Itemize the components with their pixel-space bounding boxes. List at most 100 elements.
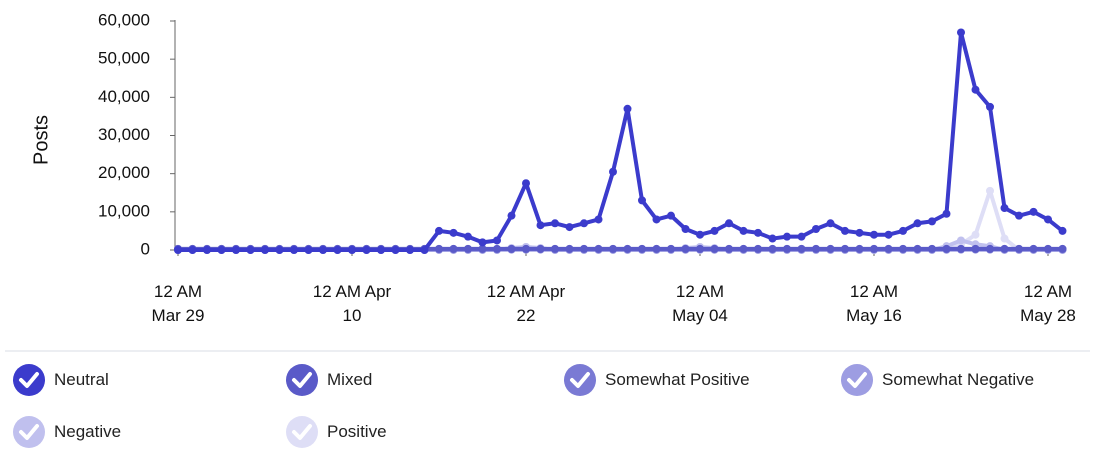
data-point [449, 244, 458, 253]
x-tick-label: 12 AM Apr 10 [312, 282, 392, 325]
data-point [638, 244, 646, 253]
data-point [594, 215, 603, 224]
legend-item[interactable]: Mixed [285, 363, 372, 397]
x-tick-label: 12 AM May 28 [1020, 282, 1076, 325]
y-tick-label: 10,000 [98, 201, 150, 220]
data-point [942, 209, 951, 218]
data-point [957, 28, 965, 37]
data-point [449, 228, 458, 237]
data-point [812, 244, 820, 253]
data-point [1029, 207, 1038, 216]
data-point [290, 246, 298, 254]
data-point [478, 244, 487, 253]
data-point [217, 246, 226, 254]
data-point [739, 244, 748, 253]
data-point [652, 215, 661, 224]
data-point [232, 246, 240, 254]
data-point [841, 244, 849, 253]
legend-item[interactable]: Negative [12, 415, 121, 449]
data-point [188, 246, 197, 254]
data-point [681, 244, 690, 253]
separator [5, 350, 1090, 352]
legend-item[interactable]: Somewhat Negative [840, 363, 1034, 397]
data-point [493, 236, 501, 245]
data-point [986, 102, 994, 111]
legend-check [13, 416, 45, 448]
legend-label: Positive [327, 422, 387, 441]
data-point [1058, 226, 1067, 235]
y-axis-label: Posts [30, 115, 52, 165]
y-tick-label: 20,000 [98, 163, 150, 182]
legend-item[interactable]: Neutral [12, 363, 109, 397]
legend-label: Somewhat Positive [605, 370, 750, 389]
data-point [913, 219, 922, 228]
data-point [609, 167, 617, 176]
legend-item[interactable]: Positive [285, 415, 387, 449]
data-point [333, 246, 342, 254]
data-point [1058, 244, 1067, 253]
data-point [609, 244, 617, 253]
y-tick-label: 60,000 [98, 10, 150, 29]
data-point [739, 226, 748, 235]
data-point [681, 225, 690, 234]
data-point [783, 232, 791, 241]
data-point [507, 211, 516, 220]
data-point [710, 244, 719, 253]
legend-label: Mixed [327, 370, 373, 389]
data-point [754, 244, 762, 253]
data-point [899, 244, 907, 253]
data-point [971, 85, 980, 94]
data-point [986, 244, 994, 253]
data-point [1029, 244, 1038, 253]
y-tick-label: 40,000 [98, 87, 150, 106]
data-point [275, 246, 284, 254]
data-point [536, 221, 545, 230]
data-point [971, 244, 980, 253]
data-point [725, 244, 733, 253]
data-point [580, 219, 588, 228]
data-point [754, 228, 762, 237]
data-point [971, 230, 980, 239]
data-point [203, 246, 211, 254]
data-point [406, 246, 414, 254]
data-point [1044, 215, 1052, 224]
x-tick-label: 12 AM Mar 29 [151, 282, 205, 325]
data-point [768, 234, 777, 243]
data-point [362, 246, 371, 254]
data-point [797, 244, 806, 253]
data-point [942, 244, 951, 253]
data-point [855, 244, 864, 253]
data-point [377, 246, 385, 254]
data-point [478, 238, 487, 247]
x-tick-label: 12 AM May 16 [846, 282, 902, 325]
data-point [522, 179, 530, 188]
y-tick-label: 30,000 [98, 125, 150, 144]
data-point [623, 244, 632, 253]
data-point [304, 246, 313, 254]
data-point [261, 246, 269, 254]
data-point [1015, 244, 1023, 253]
data-point [1044, 244, 1052, 253]
data-point [652, 244, 661, 253]
data-point [870, 244, 878, 253]
data-point [464, 232, 472, 241]
legend-item[interactable]: Somewhat Positive [563, 363, 750, 397]
data-point [841, 226, 849, 235]
data-point [536, 244, 545, 253]
series-line [178, 30, 1064, 252]
data-point [565, 244, 574, 253]
data-point [623, 104, 632, 113]
data-point [420, 246, 429, 254]
legend-check [286, 416, 318, 448]
data-point [435, 244, 443, 253]
data-point [826, 244, 835, 253]
legend-label: Negative [54, 422, 122, 441]
x-tick-label: 12 AM Apr 22 [486, 282, 566, 325]
data-point [957, 236, 965, 245]
data-point [768, 244, 777, 253]
data-point [667, 211, 675, 220]
data-point [174, 246, 182, 254]
data-point [1000, 244, 1009, 253]
data-point [435, 226, 443, 235]
data-point [826, 219, 835, 228]
